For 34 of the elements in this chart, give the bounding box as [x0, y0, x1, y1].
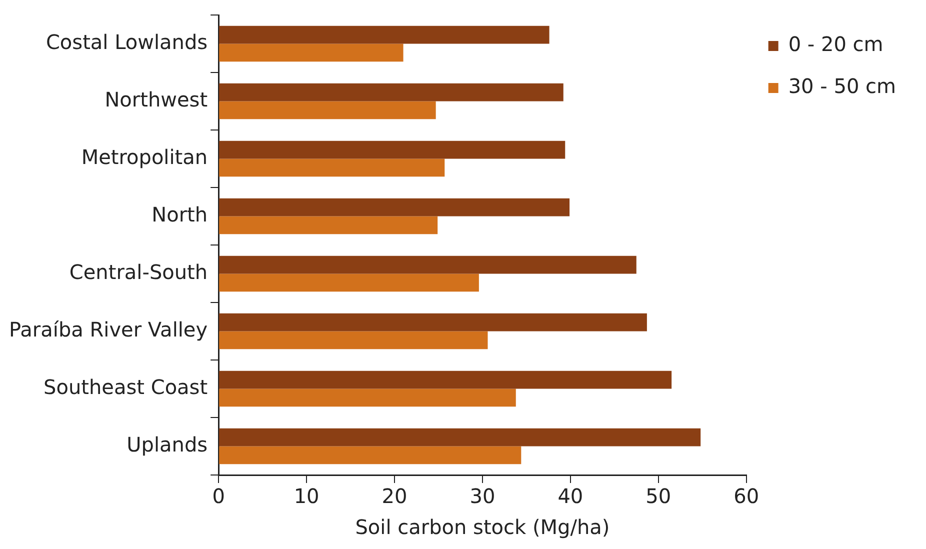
x-axis-title: Soil carbon stock (Mg/ha) — [355, 515, 610, 540]
x-tick-label: 60 — [734, 484, 760, 508]
y-tick-label: Metropolitan — [81, 144, 208, 169]
bar — [219, 313, 647, 332]
y-tick-label: Paraíba River Valley — [8, 317, 208, 342]
x-tick-label: 30 — [470, 484, 496, 508]
bar — [219, 216, 438, 234]
bar — [219, 388, 516, 407]
y-tick-label: Northwest — [104, 87, 208, 112]
x-tick-label: 0 — [212, 484, 225, 508]
bar — [219, 26, 550, 44]
bar — [219, 331, 488, 350]
bar — [219, 428, 701, 446]
bar — [219, 446, 522, 464]
y-tick-label: Uplands — [126, 432, 208, 456]
bar — [219, 101, 436, 120]
x-tick-label: 50 — [646, 484, 672, 508]
bar — [219, 198, 570, 216]
bar — [219, 83, 564, 102]
bar — [219, 158, 445, 177]
y-tick-label: North — [152, 202, 208, 226]
legend-label: 0 - 20 cm — [788, 32, 884, 56]
x-tick-label: 40 — [558, 484, 584, 508]
x-tick-label: 10 — [294, 484, 320, 508]
legend-label: 30 - 50 cm — [788, 74, 896, 98]
bar — [219, 274, 479, 292]
x-tick-label: 20 — [382, 484, 408, 508]
bar — [219, 256, 636, 274]
bar — [219, 44, 404, 62]
y-tick-label: Central-South — [69, 260, 208, 284]
y-tick-label: Costal Lowlands — [46, 30, 208, 54]
bar — [219, 140, 566, 159]
y-tick-label: Southeast Coast — [44, 374, 208, 399]
bar — [219, 370, 672, 389]
